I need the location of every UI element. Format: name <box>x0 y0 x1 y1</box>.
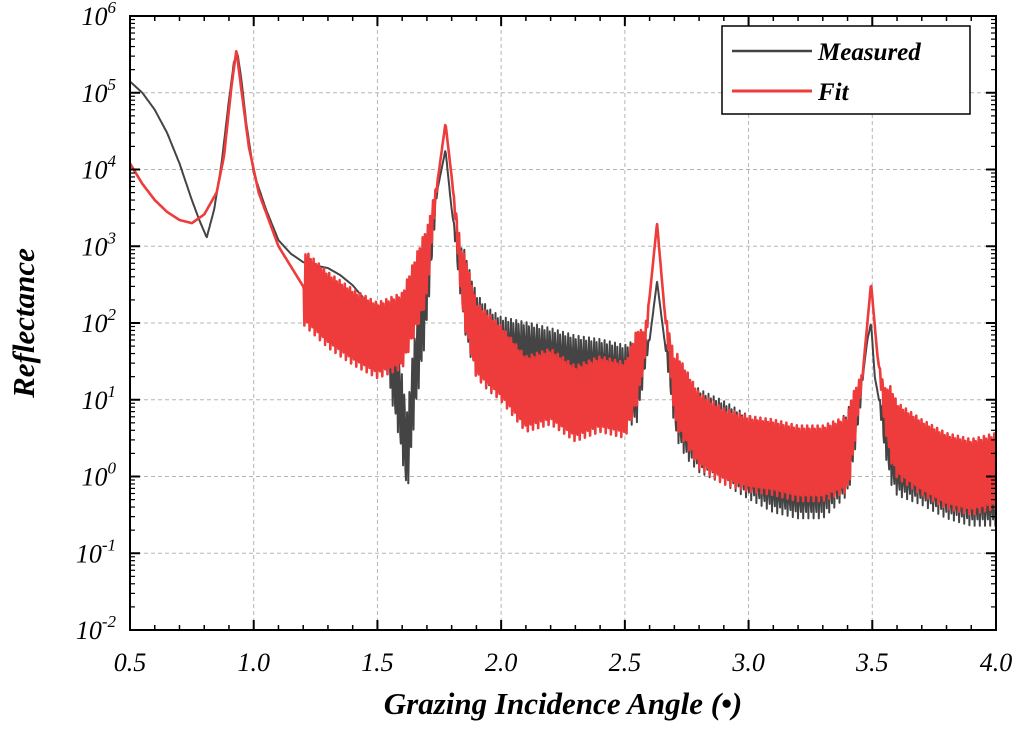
legend: Measured Fit <box>721 25 971 115</box>
legend-label-fit: Fit <box>817 79 850 106</box>
x-tick-label: 4.0 <box>980 648 1013 677</box>
x-axis-title: Grazing Incidence Angle (•) <box>384 686 742 721</box>
y-tick-label: 10-2 <box>76 612 117 645</box>
legend-box <box>721 25 971 115</box>
y-tick-label: 100 <box>82 459 117 492</box>
y-tick-labels: 10-2 10-1 100 101 102 103 104 105 106 <box>76 0 117 645</box>
y-tick-label: 10-1 <box>76 535 116 568</box>
y-tick-label: 104 <box>82 152 117 185</box>
y-tick-label: 102 <box>82 305 117 338</box>
x-tick-label: 1.5 <box>361 648 394 677</box>
x-tick-label: 2.0 <box>485 648 518 677</box>
series-line-measured <box>130 53 996 527</box>
axis-ticks <box>129 15 997 631</box>
y-tick-label: 105 <box>82 75 117 108</box>
y-tick-label: 106 <box>82 0 117 31</box>
series-layer <box>130 50 996 527</box>
x-tick-label: 3.0 <box>731 648 765 677</box>
x-tick-label: 3.5 <box>855 648 889 677</box>
y-axis-title: Reflectance <box>6 248 41 399</box>
series-line-fit <box>130 50 996 516</box>
legend-label-measured: Measured <box>817 39 921 66</box>
x-tick-label: 1.0 <box>237 648 270 677</box>
y-tick-label: 101 <box>82 382 117 415</box>
y-tick-label: 103 <box>82 228 117 261</box>
x-tick-label: 0.5 <box>114 648 147 677</box>
x-tick-labels: 0.5 1.0 1.5 2.0 2.5 3.0 3.5 4.0 <box>114 648 1013 677</box>
x-tick-label: 2.5 <box>609 648 642 677</box>
